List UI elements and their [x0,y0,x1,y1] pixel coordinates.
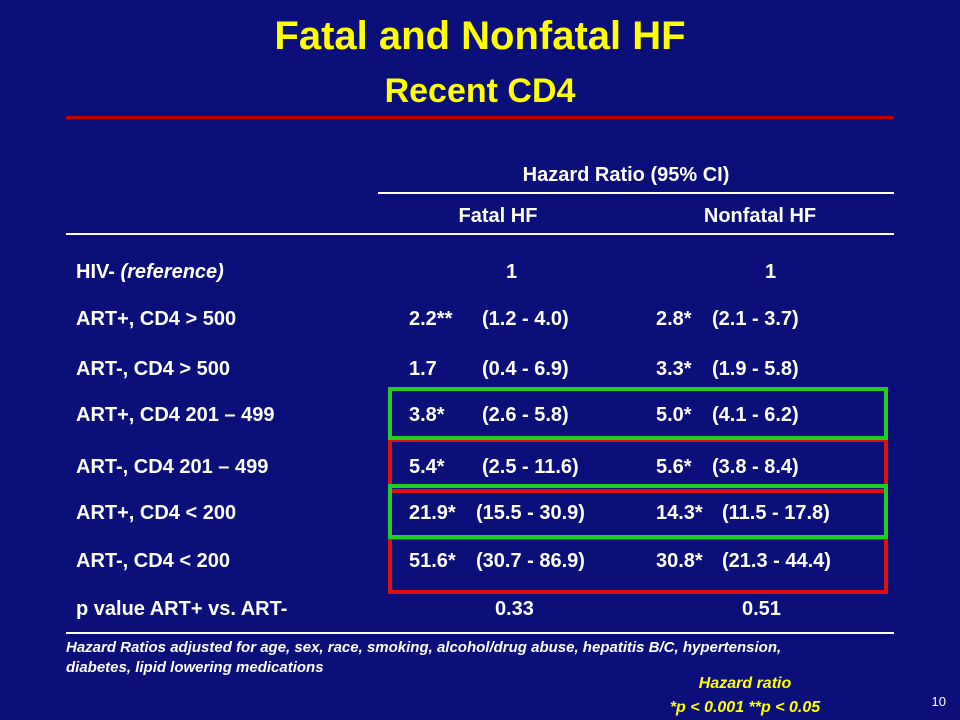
pvalue-nonfatal: 0.51 [742,598,781,620]
nonfatal-hr: 30.8* [656,550,703,572]
fatal-hr: 5.4* [409,456,445,478]
highlight-box-art-plus-201-499 [388,387,888,440]
nonfatal-ci: (21.3 - 44.4) [722,550,831,572]
row-label-emphasis: (reference) [120,261,224,283]
nonfatal-hr: 5.6* [656,456,692,478]
header-rule-bottom [66,233,894,235]
nonfatal-hr: 2.8* [656,308,692,330]
fatal-ci: (15.5 - 30.9) [476,502,585,524]
highlight-box-art-minus-lt200 [388,536,888,594]
fatal-hr: 1 [506,261,518,283]
fatal-ci: (30.7 - 86.9) [476,550,585,572]
nonfatal-ci: (4.1 - 6.2) [712,404,799,426]
fatal-hr: 51.6* [409,550,456,572]
table-bottom-rule [66,632,894,634]
nonfatal-hr: 3.3* [656,358,692,380]
fatal-hr: 21.9* [409,502,456,524]
legend-pvalues: *p < 0.001 **p < 0.05 [669,699,821,716]
row-label: ART-, CD4 < 200 [76,550,230,572]
highlight-box-art-minus-201-499 [388,438,888,493]
fatal-ci: (2.5 - 11.6) [482,456,579,478]
nonfatal-ci: (11.5 - 17.8) [722,502,830,524]
row-label: HIV- (reference) [76,261,224,284]
nonfatal-hr: 1 [765,261,777,283]
nonfatal-ci: (1.9 - 5.8) [712,358,799,380]
slide-number: 10 [931,694,946,709]
nonfatal-ci: (3.8 - 8.4) [712,456,799,478]
table-group-header: Hazard Ratio (95% CI) [522,164,730,186]
row-label-main: HIV- [76,261,121,283]
row-label: ART-, CD4 > 500 [76,358,230,380]
column-header-nonfatal: Nonfatal HF [703,205,817,227]
adjustment-footnote: Hazard Ratios adjusted for age, sex, rac… [66,639,782,676]
fatal-ci: (1.2 - 4.0) [482,308,569,330]
slide-subtitle: Recent CD4 [384,72,576,110]
significance-legend: Hazard ratio *p < 0.001 **p < 0.05 [615,672,875,720]
row-label: ART-, CD4 201 – 499 [76,456,269,478]
highlight-box-art-plus-lt200 [388,484,888,539]
fatal-hr: 1.7 [409,358,437,380]
fatal-hr: 2.2** [409,308,453,330]
nonfatal-hr: 14.3* [656,502,703,524]
header-rule-top [378,192,894,194]
row-label: ART+, CD4 < 200 [76,502,237,524]
legend-title: Hazard ratio [698,675,792,692]
title-divider [66,116,894,119]
nonfatal-ci: (2.1 - 3.7) [712,308,799,330]
column-header-fatal: Fatal HF [458,205,538,227]
nonfatal-hr: 5.0* [656,404,692,426]
slide-title: Fatal and Nonfatal HF [274,14,686,58]
fatal-ci: (2.6 - 5.8) [482,404,569,426]
fatal-ci: (0.4 - 6.9) [482,358,569,380]
row-label: ART+, CD4 > 500 [76,308,237,330]
pvalue-label: p value ART+ vs. ART- [76,598,288,620]
fatal-hr: 3.8* [409,404,445,426]
pvalue-fatal: 0.33 [495,598,534,620]
row-label: ART+, CD4 201 – 499 [76,404,275,426]
